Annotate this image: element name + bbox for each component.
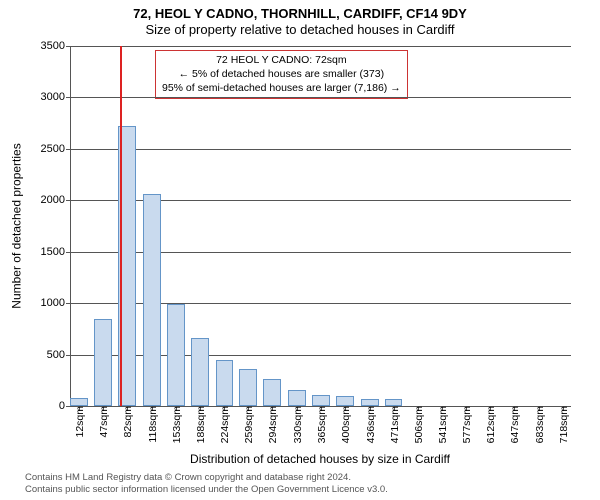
- annotation-line3: 95% of semi-detached houses are larger (…: [162, 81, 401, 95]
- histogram-bar: [191, 338, 209, 406]
- xtick-label: 718sqm: [556, 406, 570, 443]
- y-axis-label: Number of detached properties: [8, 46, 26, 406]
- ytick-label: 3000: [41, 91, 71, 103]
- xtick-label: 12sqm: [72, 406, 86, 438]
- footer-line2: Contains public sector information licen…: [25, 484, 388, 496]
- annotation-box: 72 HEOL Y CADNO: 72sqm ← 5% of detached …: [155, 50, 408, 99]
- xtick-label: 118sqm: [145, 406, 159, 443]
- xtick-label: 471sqm: [387, 406, 401, 443]
- ytick-label: 500: [47, 349, 71, 361]
- ytick-label: 2000: [41, 194, 71, 206]
- ytick-label: 1500: [41, 246, 71, 258]
- xtick-label: 365sqm: [314, 406, 328, 443]
- xtick-label: 82sqm: [120, 406, 134, 438]
- xtick-label: 647sqm: [507, 406, 521, 443]
- xtick-label: 541sqm: [435, 406, 449, 443]
- histogram-bar: [216, 360, 234, 406]
- reference-line: [120, 46, 122, 406]
- xtick-label: 612sqm: [483, 406, 497, 443]
- xtick-label: 224sqm: [217, 406, 231, 443]
- xtick-label: 188sqm: [193, 406, 207, 443]
- xtick-label: 47sqm: [96, 406, 110, 438]
- ytick-label: 3500: [41, 40, 71, 52]
- gridline: [71, 97, 571, 98]
- x-axis-label: Distribution of detached houses by size …: [70, 452, 570, 466]
- xtick-label: 153sqm: [169, 406, 183, 443]
- gridline: [71, 149, 571, 150]
- chart-title-line1: 72, HEOL Y CADNO, THORNHILL, CARDIFF, CF…: [0, 6, 600, 21]
- footer-line1: Contains HM Land Registry data © Crown c…: [25, 472, 388, 484]
- histogram-bar: [167, 304, 185, 406]
- xtick-label: 436sqm: [363, 406, 377, 443]
- histogram-bar: [361, 399, 379, 406]
- xtick-label: 577sqm: [459, 406, 473, 443]
- ytick-label: 0: [59, 400, 71, 412]
- footer-attribution: Contains HM Land Registry data © Crown c…: [25, 472, 388, 496]
- xtick-label: 294sqm: [265, 406, 279, 443]
- annotation-line1: 72 HEOL Y CADNO: 72sqm: [162, 53, 401, 67]
- xtick-label: 330sqm: [290, 406, 304, 443]
- histogram-bar: [385, 399, 403, 406]
- histogram-bar: [336, 396, 354, 406]
- gridline: [71, 46, 571, 47]
- chart-plot-area: 72 HEOL Y CADNO: 72sqm ← 5% of detached …: [70, 46, 571, 407]
- histogram-bar: [288, 390, 306, 406]
- ytick-label: 2500: [41, 143, 71, 155]
- ytick-label: 1000: [41, 297, 71, 309]
- histogram-bar: [263, 379, 281, 406]
- histogram-bar: [312, 395, 330, 406]
- xtick-label: 506sqm: [411, 406, 425, 443]
- histogram-bar: [94, 319, 112, 406]
- histogram-bar: [143, 194, 161, 406]
- xtick-label: 400sqm: [338, 406, 352, 443]
- chart-title-line2: Size of property relative to detached ho…: [0, 22, 600, 37]
- annotation-line2: ← 5% of detached houses are smaller (373…: [162, 67, 401, 81]
- xtick-label: 259sqm: [241, 406, 255, 443]
- histogram-bar: [239, 369, 257, 406]
- xtick-label: 683sqm: [532, 406, 546, 443]
